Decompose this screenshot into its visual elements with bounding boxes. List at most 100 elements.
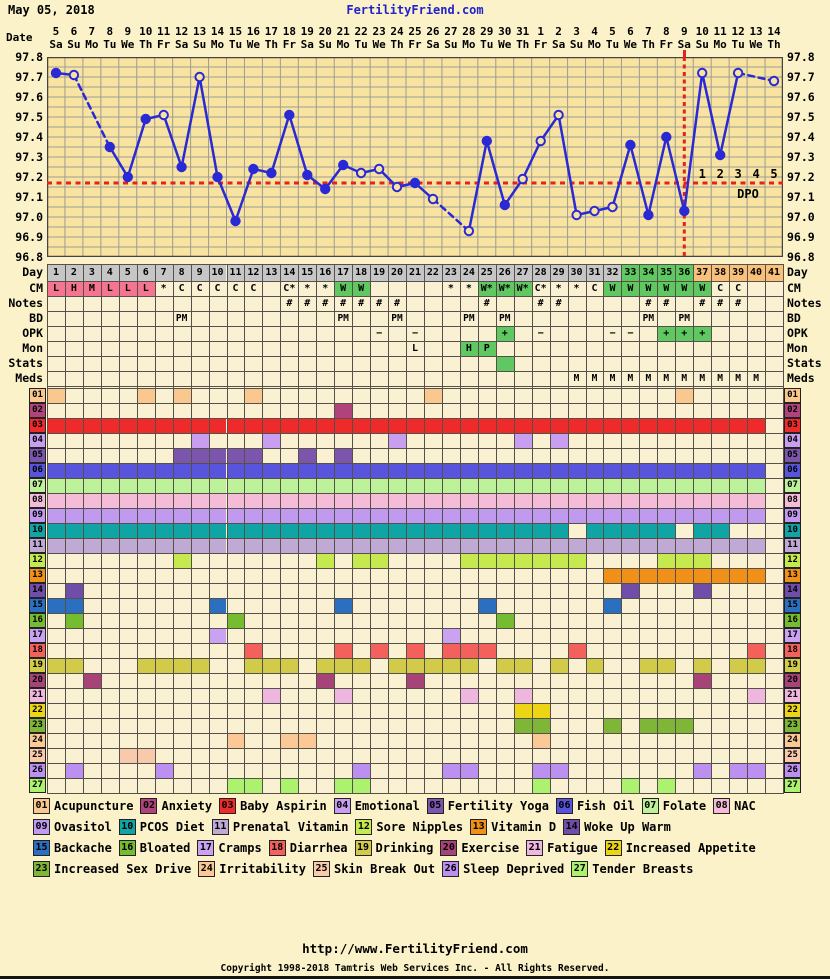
temp-point bbox=[140, 113, 151, 125]
day-header-cell[interactable]: 34 bbox=[639, 264, 658, 281]
grid-line bbox=[47, 264, 784, 265]
legend-swatch: 19 bbox=[354, 840, 372, 856]
day-header-cell[interactable]: 11 bbox=[226, 264, 245, 281]
temp-segment bbox=[700, 71, 722, 157]
tracker-cell bbox=[47, 478, 65, 493]
legend-swatch: 14 bbox=[563, 819, 581, 835]
grid-line bbox=[47, 296, 784, 297]
tracker-cell bbox=[531, 508, 550, 523]
day-header-cell[interactable]: 4 bbox=[100, 264, 119, 281]
temp-point bbox=[517, 173, 528, 185]
tracker-cell bbox=[118, 508, 137, 523]
day-header-cell[interactable]: 16 bbox=[316, 264, 335, 281]
cm-cell: H bbox=[64, 281, 83, 296]
day-header-cell[interactable]: 23 bbox=[441, 264, 460, 281]
tracker-cell bbox=[172, 388, 191, 403]
day-header-cell[interactable]: 38 bbox=[711, 264, 730, 281]
meds-cell: M bbox=[591, 373, 598, 384]
day-header-cell[interactable]: 28 bbox=[531, 264, 550, 281]
tracker-cell bbox=[118, 523, 137, 538]
day-header-cell[interactable]: 37 bbox=[693, 264, 712, 281]
tracker-cell bbox=[262, 433, 281, 448]
grid-line bbox=[711, 264, 713, 793]
tracker-cell bbox=[388, 478, 406, 493]
day-header-cell[interactable]: 36 bbox=[675, 264, 694, 281]
day-header-cell[interactable]: 1 bbox=[47, 264, 65, 281]
day-header-cell[interactable]: 15 bbox=[298, 264, 317, 281]
day-header-cell[interactable]: 9 bbox=[190, 264, 209, 281]
day-header-cell[interactable]: 29 bbox=[549, 264, 568, 281]
meds-cell: M bbox=[735, 373, 741, 384]
day-header-cell[interactable]: 3 bbox=[82, 264, 101, 281]
day-header-cell[interactable]: 24 bbox=[459, 264, 478, 281]
tracker-cell bbox=[531, 703, 550, 718]
dow-cell: We bbox=[246, 38, 261, 51]
dow-cell: Mo bbox=[210, 38, 225, 51]
day-header-cell[interactable]: 27 bbox=[513, 264, 532, 281]
tracker-cell bbox=[244, 643, 263, 658]
day-header-cell[interactable]: 33 bbox=[621, 264, 640, 281]
day-header-cell[interactable]: 25 bbox=[477, 264, 496, 281]
day-header-cell[interactable]: 31 bbox=[585, 264, 604, 281]
day-header-cell[interactable]: 10 bbox=[208, 264, 227, 281]
tracker-cell bbox=[100, 418, 119, 433]
day-header-cell[interactable]: 22 bbox=[423, 264, 442, 281]
tracker-cell bbox=[675, 568, 694, 583]
day-header-cell[interactable]: 40 bbox=[747, 264, 766, 281]
day-header-cell[interactable]: 14 bbox=[280, 264, 299, 281]
date-cell: 6 bbox=[70, 25, 78, 38]
legend-swatch: 09 bbox=[33, 819, 50, 835]
temp-segment bbox=[126, 117, 147, 179]
y-axis-label: 97.1 bbox=[15, 190, 43, 204]
tracker-cell bbox=[621, 493, 640, 508]
day-header-cell[interactable]: 30 bbox=[567, 264, 586, 281]
day-header-cell[interactable]: 39 bbox=[729, 264, 748, 281]
grid-line bbox=[280, 264, 282, 793]
cm-cell: C bbox=[591, 283, 598, 294]
tracker-cell bbox=[244, 493, 263, 508]
day-header-cell[interactable]: 18 bbox=[352, 264, 371, 281]
legend-item-11: 11 Prenatal Vitamin bbox=[211, 819, 348, 835]
dow-cell: Th bbox=[516, 38, 530, 51]
tracker-cell bbox=[729, 418, 748, 433]
temp-point bbox=[463, 225, 475, 237]
temp-point bbox=[266, 167, 277, 179]
legend-item-26: 26 Sleep Deprived bbox=[442, 861, 564, 877]
tracker-cell bbox=[82, 463, 101, 478]
grid-line bbox=[47, 643, 784, 644]
site-title[interactable]: FertilityFriend.com bbox=[346, 3, 484, 17]
day-header-cell[interactable]: 8 bbox=[172, 264, 191, 281]
tracker-cell bbox=[136, 463, 155, 478]
tracker-cell bbox=[441, 658, 460, 673]
dow-cell: Fr bbox=[282, 38, 296, 51]
day-header-cell[interactable]: 26 bbox=[495, 264, 514, 281]
day-header-cell[interactable]: 20 bbox=[388, 264, 406, 281]
day-header-cell[interactable]: 12 bbox=[244, 264, 263, 281]
day-header-cell[interactable]: 19 bbox=[370, 264, 389, 281]
cm-cell: W bbox=[352, 281, 371, 296]
meds-cell: M bbox=[663, 373, 670, 384]
temp-point bbox=[391, 181, 403, 193]
y-axis-label: 97.2 bbox=[15, 170, 43, 184]
footer-url[interactable]: http://www.FertilityFriend.com bbox=[302, 941, 528, 956]
day-header-cell[interactable]: 41 bbox=[765, 264, 783, 281]
day-header-cell[interactable]: 2 bbox=[64, 264, 83, 281]
tracker-cell bbox=[531, 538, 550, 553]
day-header-cell[interactable]: 6 bbox=[136, 264, 155, 281]
tracker-row-number: 21 bbox=[784, 688, 801, 703]
dow-cell: We bbox=[498, 38, 512, 51]
tracker-cell bbox=[208, 598, 227, 613]
day-header-cell[interactable]: 21 bbox=[406, 264, 424, 281]
day-header-cell[interactable]: 5 bbox=[118, 264, 137, 281]
day-header-cell[interactable]: 17 bbox=[334, 264, 353, 281]
tracker-cell bbox=[495, 523, 514, 538]
temp-segment bbox=[629, 143, 650, 217]
tracker-cell bbox=[136, 493, 155, 508]
tracker-cell bbox=[693, 553, 712, 568]
tracker-cell bbox=[747, 643, 766, 658]
day-header-cell[interactable]: 7 bbox=[154, 264, 173, 281]
day-header-cell[interactable]: 35 bbox=[657, 264, 676, 281]
day-header-cell[interactable]: 13 bbox=[262, 264, 281, 281]
day-header-cell[interactable]: 32 bbox=[603, 264, 622, 281]
dow-cell: Sa bbox=[426, 38, 440, 51]
